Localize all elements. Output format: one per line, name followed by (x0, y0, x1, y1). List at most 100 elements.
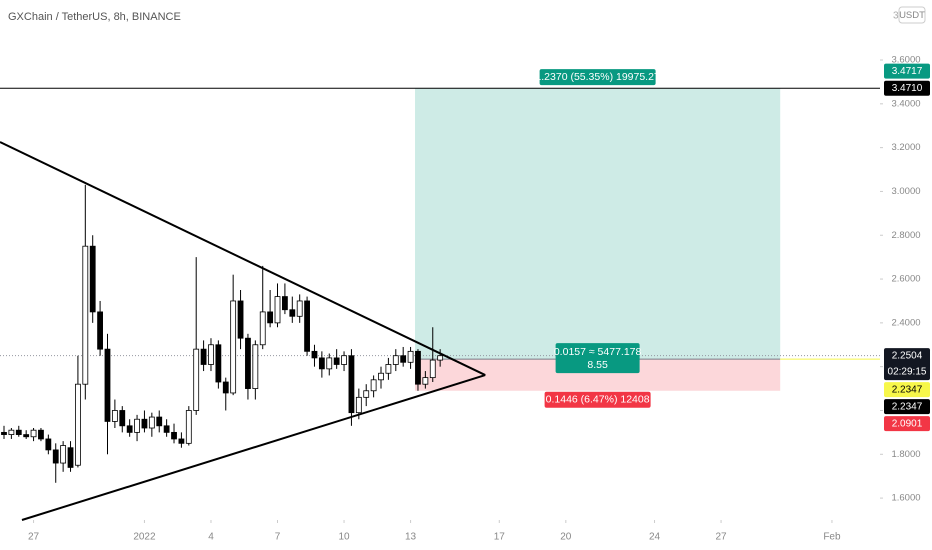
candle-body (392, 355, 399, 365)
x-tick-label: 27 (715, 532, 727, 543)
y-tick-label: 2.8000 (891, 230, 920, 241)
price-badge (884, 348, 930, 381)
candle-body (208, 344, 214, 365)
stop-label: 0.1446 (6.47%) 12408 (546, 394, 650, 406)
candle-body (23, 434, 30, 438)
center-label-box (555, 343, 640, 374)
x-tick-label: 24 (649, 532, 661, 543)
candle-body (67, 447, 74, 468)
candle-body (163, 425, 170, 433)
candle-body (252, 344, 259, 389)
candle-body (148, 416, 155, 429)
y-tick-label: 1.6000 (891, 493, 920, 504)
stop-label-box (544, 391, 651, 408)
currency-button-box[interactable] (898, 6, 926, 24)
candle-body (237, 300, 244, 339)
candle-body (52, 449, 59, 464)
candle-body (259, 311, 266, 346)
candle-body (378, 372, 384, 381)
candle-body (245, 337, 251, 389)
price-badge (884, 63, 930, 79)
candle-body (341, 355, 347, 365)
scale-button[interactable]: 3 (893, 11, 899, 22)
x-tick-label: 20 (560, 532, 572, 543)
candle-body (274, 296, 281, 324)
x-tick-label: 27 (28, 532, 40, 543)
candle-body (8, 429, 15, 435)
candle-body (30, 429, 37, 438)
y-tick-label: 2.4000 (891, 317, 920, 328)
candle-body (215, 344, 222, 383)
y-tick-label: 2.6000 (891, 274, 920, 285)
candle-body (111, 410, 118, 422)
candle-body (437, 355, 444, 361)
candle-body (156, 416, 163, 427)
countdown: 02:29:15 (888, 366, 927, 377)
candle-body (311, 350, 318, 359)
y-tick-label: 3.6000 (891, 55, 920, 66)
candle-body (185, 410, 192, 444)
candle-body (82, 245, 89, 385)
y-tick-label: 3.2000 (891, 142, 920, 153)
candle-body (178, 438, 185, 444)
x-tick-label: 7 (275, 532, 281, 543)
candle-body (60, 445, 67, 464)
x-tick-label: 4 (208, 532, 214, 543)
candle-body (119, 410, 126, 427)
price-badge (884, 382, 930, 398)
candle-body (38, 429, 44, 440)
candle-body (385, 364, 392, 374)
trendline (21, 374, 486, 521)
x-tick-label: 13 (405, 532, 417, 543)
price-badge (884, 399, 930, 415)
candle-body (348, 355, 355, 414)
candle-body (318, 357, 325, 370)
candle-body (333, 357, 340, 365)
candle-body (75, 383, 81, 466)
candle-body (422, 377, 429, 385)
y-tick-label: 1.8000 (891, 449, 920, 460)
target-label: 1.2370 (55.35%) 19975.27 (535, 71, 660, 83)
candle-body (97, 311, 103, 350)
currency-button[interactable]: USDT (899, 10, 925, 21)
price-badge (884, 80, 930, 96)
candle-body (355, 396, 362, 414)
center-label: 0.0157 ≈ 5477.178 (554, 346, 642, 358)
price-badge-label: 3.4717 (892, 66, 923, 77)
trendline (0, 141, 486, 376)
candle-body (222, 381, 229, 394)
candle-body (230, 300, 237, 394)
candle-body (326, 357, 333, 370)
candle-body (15, 429, 22, 435)
price-badge-label: 2.2347 (892, 401, 923, 412)
price-badge-label: 2.2504 (892, 350, 923, 361)
price-badge-label: 3.4710 (892, 83, 923, 94)
candle-body (126, 425, 133, 433)
price-badge (884, 416, 930, 432)
candle-body (304, 300, 310, 352)
target-label-box (539, 69, 656, 86)
candle-body (282, 296, 288, 311)
plot-layer (0, 59, 883, 523)
ratio-label: 8.55 (587, 359, 608, 371)
symbol-title: GXChain / TetherUS, 8h, BINANCE (8, 11, 181, 23)
candle-body (141, 418, 148, 429)
candle-body (134, 418, 140, 433)
candle-body (400, 355, 407, 363)
candle-body (296, 300, 303, 317)
candle-body (363, 390, 370, 398)
x-tick-label: 2022 (133, 532, 156, 543)
candle-body (171, 431, 177, 440)
x-tick-label: Feb (823, 532, 841, 543)
candle-body (193, 348, 200, 411)
candle-body (89, 245, 96, 313)
target-zone (415, 88, 781, 360)
candle-body (429, 359, 436, 379)
price-badge-label: 2.2347 (892, 384, 923, 395)
x-tick-label: 17 (494, 532, 506, 543)
candle-body (104, 348, 111, 422)
candle-body (1, 431, 7, 435)
candle-body (267, 311, 274, 324)
